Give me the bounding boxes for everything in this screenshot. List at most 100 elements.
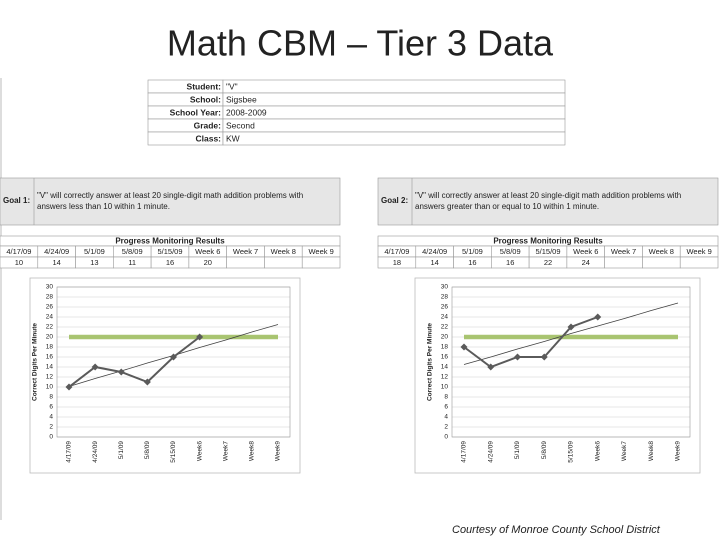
score-value: 16: [468, 258, 476, 267]
data-point: [514, 353, 521, 361]
week-label: 5/8/09: [500, 247, 521, 256]
score-cell: [226, 256, 265, 269]
score-value: 16: [506, 258, 514, 267]
score-value: 20: [204, 258, 212, 267]
info-cell: [222, 131, 566, 146]
x-tick-label: Week6: [594, 441, 601, 461]
y-tick-label: 20: [46, 334, 54, 341]
x-tick-label: Week7: [222, 441, 229, 461]
plot-area: [56, 286, 291, 438]
y-tick-label: 8: [49, 394, 53, 401]
info-cell: [222, 92, 566, 107]
info-label: Class:: [195, 133, 221, 143]
score-value: 13: [90, 258, 98, 267]
score-value: 14: [430, 258, 438, 267]
y-tick-label: 28: [46, 294, 54, 301]
x-tick-label: 5/1/09: [514, 441, 521, 459]
x-tick-label: Week6: [196, 441, 203, 461]
week-label: Week 6: [573, 247, 598, 256]
y-tick-label: 6: [444, 404, 448, 411]
goal-label: Goal 1:: [3, 196, 30, 205]
y-tick-label: 18: [46, 344, 54, 351]
info-value: Second: [226, 120, 255, 130]
y-tick-label: 10: [46, 384, 54, 391]
plot-area: [451, 286, 691, 438]
y-tick-label: 2: [444, 424, 448, 431]
score-cell: [301, 256, 341, 269]
week-label: Week 8: [649, 247, 674, 256]
y-tick-label: 14: [46, 364, 54, 371]
score-value: 24: [582, 258, 590, 267]
y-tick-label: 4: [444, 414, 448, 421]
x-tick-label: 5/1/09: [118, 441, 125, 459]
score-value: 22: [544, 258, 552, 267]
y-tick-label: 30: [441, 284, 449, 291]
info-value: 2008-2009: [226, 107, 267, 117]
y-axis-label: Correct Digits Per Minute: [32, 323, 39, 401]
x-tick-label: Week8: [249, 441, 256, 461]
data-point: [540, 353, 548, 361]
week-label: Week 7: [611, 247, 636, 256]
y-tick-label: 26: [46, 304, 54, 311]
y-tick-label: 28: [441, 294, 449, 301]
y-tick-label: 6: [49, 404, 53, 411]
score-value: 14: [52, 258, 60, 267]
y-tick-label: 26: [441, 304, 449, 311]
y-tick-label: 8: [444, 394, 448, 401]
results-title: Progress Monitoring Results: [493, 237, 603, 246]
y-tick-label: 12: [441, 374, 449, 381]
week-label: 4/17/09: [384, 247, 409, 256]
score-cell: [679, 256, 719, 269]
y-tick-label: 16: [46, 354, 54, 361]
y-tick-label: 10: [441, 384, 449, 391]
week-label: 4/24/09: [44, 247, 69, 256]
goal-label: Goal 2:: [381, 196, 408, 205]
y-tick-label: 12: [46, 374, 54, 381]
data-point: [117, 368, 125, 376]
goal-text: answers less than 10 within 1 minute.: [37, 202, 170, 211]
score-value: 11: [128, 258, 136, 267]
goal-box: [377, 177, 719, 226]
info-cell: [222, 105, 566, 120]
x-tick-label: Week9: [275, 441, 282, 461]
y-tick-label: 22: [46, 324, 54, 331]
week-label: 5/1/09: [84, 247, 105, 256]
score-cell: [642, 256, 681, 269]
week-label: Week 6: [195, 247, 220, 256]
data-point: [170, 353, 177, 361]
week-label: 4/17/09: [6, 247, 31, 256]
info-label: Grade:: [194, 120, 222, 130]
data-point: [143, 378, 151, 386]
y-tick-label: 4: [49, 414, 53, 421]
goal-box: [0, 177, 341, 226]
info-cell: [222, 118, 566, 133]
y-tick-label: 24: [441, 314, 449, 321]
info-value: "V": [226, 81, 238, 91]
y-axis-label: Correct Digits Per Minute: [427, 323, 434, 401]
x-tick-label: 5/8/09: [144, 441, 151, 459]
week-label: 5/8/09: [122, 247, 143, 256]
week-label: Week 9: [308, 247, 333, 256]
score-cell: [264, 256, 303, 269]
y-tick-label: 16: [441, 354, 449, 361]
x-tick-label: 4/24/09: [92, 441, 99, 463]
info-cell: [222, 79, 566, 94]
results-title: Progress Monitoring Results: [115, 237, 225, 246]
info-value: Sigsbee: [226, 94, 257, 104]
x-tick-label: 5/15/09: [568, 441, 575, 463]
score-value: 18: [393, 258, 401, 267]
footer: Courtesy of Monroe County School Distric…: [452, 524, 661, 536]
y-tick-label: 14: [441, 364, 449, 371]
x-tick-label: 5/8/09: [541, 441, 548, 459]
y-tick-label: 18: [441, 344, 449, 351]
data-point: [460, 343, 468, 351]
data-point: [567, 323, 575, 331]
x-tick-label: 4/17/09: [66, 441, 73, 463]
x-tick-label: Week8: [648, 441, 655, 461]
score-cell: [604, 256, 643, 269]
chart-box: [29, 277, 301, 474]
score-value: 16: [166, 258, 174, 267]
goal-text: answers greater than or equal to 10 with…: [415, 202, 599, 211]
slide-title: Math CBM – Tier 3 Data: [167, 23, 554, 64]
